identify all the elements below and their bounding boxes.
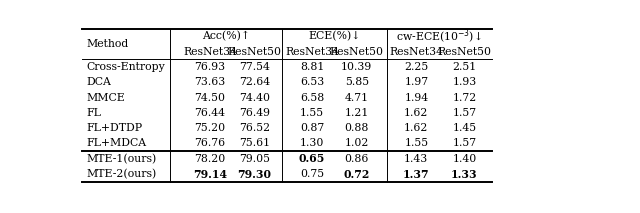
Text: FL: FL [86, 108, 101, 118]
Text: ResNet50: ResNet50 [437, 47, 492, 57]
Text: 1.62: 1.62 [404, 108, 428, 118]
Text: 0.65: 0.65 [299, 153, 325, 164]
Text: Acc(%)↑: Acc(%)↑ [202, 31, 250, 42]
Text: 0.87: 0.87 [300, 123, 324, 133]
Text: 1.43: 1.43 [404, 154, 428, 164]
Text: Cross-Entropy: Cross-Entropy [86, 62, 164, 72]
Text: 1.55: 1.55 [300, 108, 324, 118]
Text: 1.02: 1.02 [344, 138, 369, 148]
Text: DCA: DCA [86, 77, 111, 87]
Text: 0.86: 0.86 [344, 154, 369, 164]
Text: ECE(%)↓: ECE(%)↓ [308, 31, 360, 42]
Text: 76.49: 76.49 [239, 108, 270, 118]
Text: MTE-2(ours): MTE-2(ours) [86, 169, 156, 179]
Text: ResNet50: ResNet50 [228, 47, 282, 57]
Text: 1.57: 1.57 [452, 108, 476, 118]
Text: 1.30: 1.30 [300, 138, 324, 148]
Text: FL+MDCA: FL+MDCA [86, 138, 146, 148]
Text: FL+DTDP: FL+DTDP [86, 123, 142, 133]
Text: 1.57: 1.57 [452, 138, 476, 148]
Text: 5.85: 5.85 [345, 77, 369, 87]
Text: 1.62: 1.62 [404, 123, 428, 133]
Text: 2.25: 2.25 [404, 62, 428, 72]
Text: 75.20: 75.20 [195, 123, 225, 133]
Text: 1.45: 1.45 [452, 123, 476, 133]
Text: 1.72: 1.72 [452, 93, 477, 103]
Text: 73.63: 73.63 [195, 77, 225, 87]
Text: ResNet50: ResNet50 [330, 47, 384, 57]
Text: 75.61: 75.61 [239, 138, 270, 148]
Text: ResNet34: ResNet34 [285, 47, 339, 57]
Text: 72.64: 72.64 [239, 77, 270, 87]
Text: 8.81: 8.81 [300, 62, 324, 72]
Text: 77.54: 77.54 [239, 62, 270, 72]
Text: ResNet34: ResNet34 [183, 47, 237, 57]
Text: 76.93: 76.93 [195, 62, 225, 72]
Text: 79.30: 79.30 [237, 168, 271, 180]
Text: cw-ECE(10$^{-3}$)↓: cw-ECE(10$^{-3}$)↓ [396, 27, 482, 46]
Text: 0.72: 0.72 [344, 168, 370, 180]
Text: 79.14: 79.14 [193, 168, 227, 180]
Text: 0.88: 0.88 [344, 123, 369, 133]
Text: Method: Method [86, 39, 128, 49]
Text: 1.94: 1.94 [404, 93, 428, 103]
Text: 76.44: 76.44 [195, 108, 225, 118]
Text: 74.50: 74.50 [195, 93, 225, 103]
Text: 76.76: 76.76 [195, 138, 225, 148]
Text: 74.40: 74.40 [239, 93, 270, 103]
Text: 1.40: 1.40 [452, 154, 477, 164]
Text: 78.20: 78.20 [195, 154, 225, 164]
Text: 1.97: 1.97 [404, 77, 428, 87]
Text: 76.52: 76.52 [239, 123, 270, 133]
Text: MTE-1(ours): MTE-1(ours) [86, 154, 156, 164]
Text: 6.53: 6.53 [300, 77, 324, 87]
Text: 1.55: 1.55 [404, 138, 428, 148]
Text: 1.37: 1.37 [403, 168, 429, 180]
Text: 1.33: 1.33 [451, 168, 477, 180]
Text: 2.51: 2.51 [452, 62, 477, 72]
Text: ResNet34: ResNet34 [389, 47, 444, 57]
Text: 10.39: 10.39 [341, 62, 372, 72]
Text: 79.05: 79.05 [239, 154, 270, 164]
Text: 0.75: 0.75 [300, 169, 324, 179]
Text: 1.93: 1.93 [452, 77, 477, 87]
Text: 1.21: 1.21 [344, 108, 369, 118]
Text: MMCE: MMCE [86, 93, 125, 103]
Text: 4.71: 4.71 [345, 93, 369, 103]
Text: 6.58: 6.58 [300, 93, 324, 103]
